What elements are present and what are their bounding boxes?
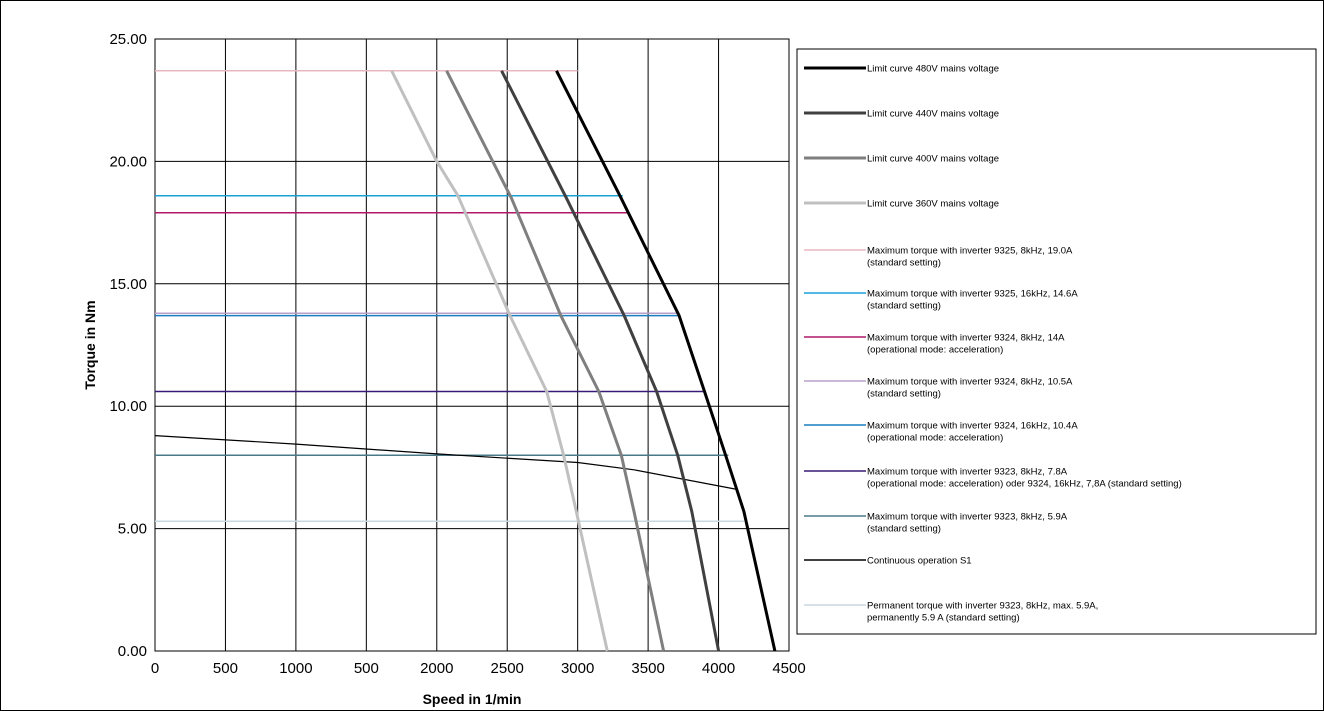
x-tick-label: 2000 <box>420 660 453 677</box>
series-line-4 <box>390 70 609 652</box>
legend-entry: Maximum torque with inverter 9324, 8kHz,… <box>867 333 1065 356</box>
x-axis-title: Speed in 1/min <box>423 691 522 707</box>
legend-entry: Maximum torque with inverter 9323, 8kHz,… <box>867 512 1068 535</box>
x-tick-label: 2500 <box>491 660 524 677</box>
legend-entry: Maximum torque with inverter 9325, 8kHz,… <box>867 246 1073 269</box>
x-tick-label: 3500 <box>631 660 664 677</box>
x-axis-ticks: 0 500 1000 500 2000 2500 3000 3500 4000 4500 <box>151 660 806 677</box>
y-tick-label: 25.00 <box>109 31 147 48</box>
x-tick-label: 4500 <box>772 660 805 677</box>
legend-entry: Maximum torque with inverter 9324, 16kHz… <box>867 421 1078 444</box>
legend-entry: Maximum torque with inverter 9325, 16kHz… <box>867 289 1078 312</box>
legend-entry: Limit curve 440V mains voltage <box>867 109 999 120</box>
plot-area-border <box>154 38 790 652</box>
series-line-12 <box>154 435 738 490</box>
legend-entry: Limit curve 400V mains voltage <box>867 154 999 165</box>
legend-entry: Maximum torque with inverter 9323, 8kHz,… <box>867 467 1182 490</box>
series-line-1 <box>555 70 777 652</box>
y-axis-ticks: 0.00 5.00 10.00 15.00 20.00 25.00 <box>109 31 147 660</box>
x-tick-label: 3000 <box>561 660 594 677</box>
series-layer <box>154 70 777 652</box>
legend-entry: Permanent torque with inverter 9323, 8kH… <box>867 601 1098 624</box>
series-line-3 <box>445 70 666 652</box>
x-tick-label: 0 <box>151 660 159 677</box>
y-tick-label: 5.00 <box>118 521 147 538</box>
x-tick-label: 500 <box>213 660 238 677</box>
legend: Limit curve 480V mains voltage Limit curv… <box>804 64 1182 624</box>
y-tick-label: 20.00 <box>109 153 147 170</box>
series-line-2 <box>500 70 721 652</box>
y-axis-title: Torque in Nm <box>82 300 98 389</box>
x-tick-label: 1000 <box>279 660 312 677</box>
y-tick-label: 15.00 <box>109 276 147 293</box>
grid <box>155 39 789 651</box>
x-tick-label: 4000 <box>702 660 735 677</box>
legend-entry: Continuous operation S1 <box>867 556 972 567</box>
y-tick-label: 0.00 <box>118 643 147 660</box>
legend-entry: Limit curve 480V mains voltage <box>867 64 999 75</box>
legend-box <box>796 48 1317 635</box>
x-tick-label: 500 <box>354 660 379 677</box>
legend-entry: Maximum torque with inverter 9324, 8kHz,… <box>867 377 1073 400</box>
legend-entry: Limit curve 360V mains voltage <box>867 199 999 210</box>
y-tick-label: 10.00 <box>109 398 147 415</box>
